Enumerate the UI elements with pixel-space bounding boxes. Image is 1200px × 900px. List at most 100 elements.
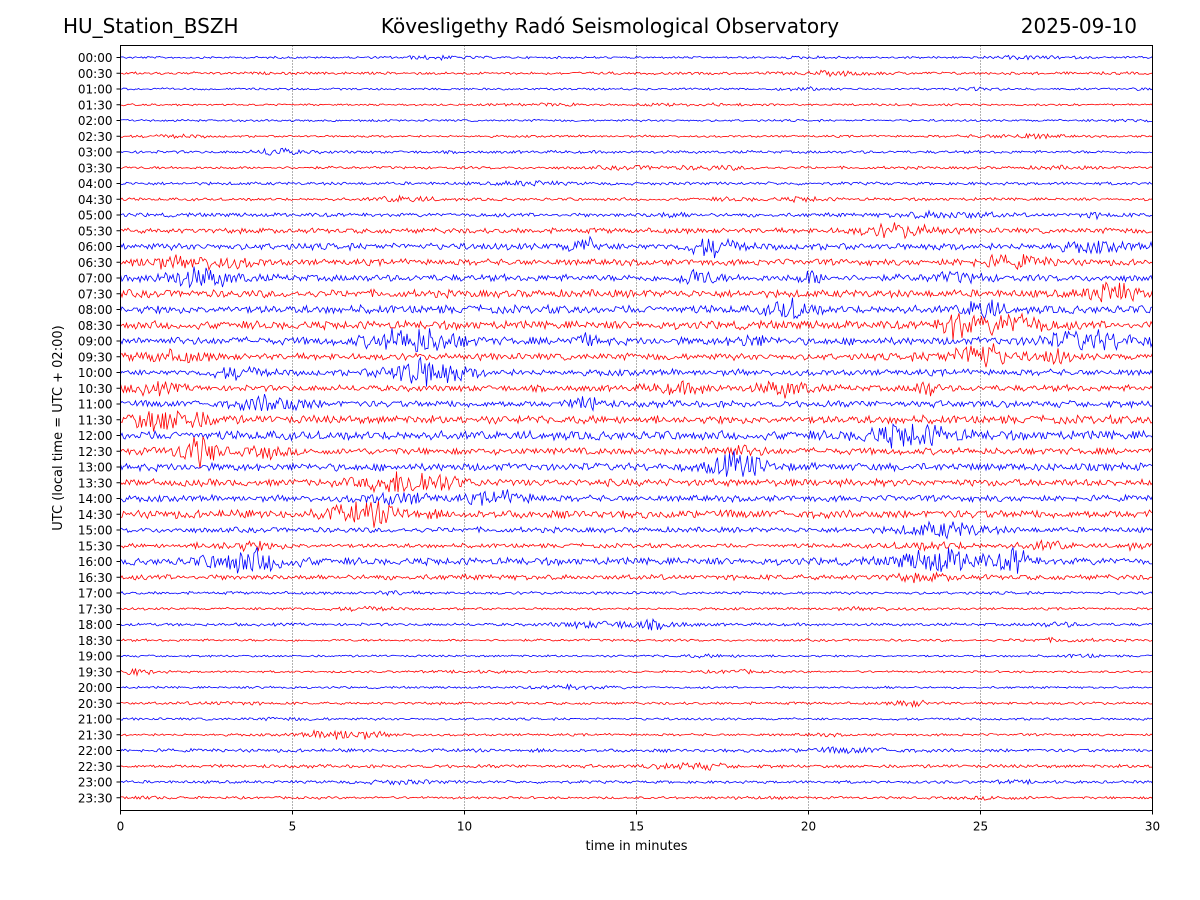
x-tick-label: 20 <box>801 820 816 834</box>
y-tick-label: 06:30 <box>78 256 113 270</box>
y-tick-label: 22:00 <box>78 744 113 758</box>
trace-1730 <box>120 605 1153 613</box>
trace-0700 <box>120 266 1153 289</box>
y-tick-label: 03:30 <box>78 161 113 175</box>
y-tick-label: 15:30 <box>78 539 113 553</box>
y-tick-label: 07:00 <box>78 272 113 286</box>
y-tick-label: 16:30 <box>78 571 113 585</box>
trace-0100 <box>120 86 1153 92</box>
y-tick-label: 23:00 <box>78 776 113 790</box>
trace-0600 <box>120 235 1153 259</box>
station-name: HU_Station_BSZH <box>63 14 239 38</box>
y-tick-label: 08:00 <box>78 303 113 317</box>
trace-0530 <box>120 222 1153 240</box>
y-tick-label: 13:00 <box>78 461 113 475</box>
trace-1600 <box>120 546 1153 574</box>
y-tick-label: 14:30 <box>78 508 113 522</box>
grid-lines <box>292 45 981 811</box>
trace-1400 <box>120 489 1153 507</box>
y-tick-label: 04:30 <box>78 193 113 207</box>
y-tick-label: 12:30 <box>78 445 113 459</box>
x-axis-ticks: 0 5 10 15 20 25 30 <box>117 810 1160 834</box>
y-tick-label: 04:00 <box>78 177 113 191</box>
trace-1830 <box>120 636 1153 644</box>
plot-frame <box>120 45 1153 811</box>
trace-0930 <box>120 343 1153 368</box>
y-tick-label: 13:30 <box>78 476 113 490</box>
trace-1630 <box>120 571 1153 584</box>
y-tick-label: 02:00 <box>78 114 113 128</box>
y-tick-label: 23:30 <box>78 791 113 805</box>
y-tick-label: 09:30 <box>78 350 113 364</box>
y-tick-label: 09:00 <box>78 335 113 349</box>
y-tick-label: 03:00 <box>78 146 113 160</box>
trace-0500 <box>120 209 1153 221</box>
x-tick-label: 15 <box>629 820 644 834</box>
x-tick-label: 30 <box>1145 820 1160 834</box>
trace-2330 <box>120 795 1153 801</box>
y-tick-label: 05:30 <box>78 224 113 238</box>
trace-1900 <box>120 653 1153 659</box>
x-tick-label: 5 <box>289 820 297 834</box>
trace-1430 <box>120 501 1153 528</box>
trace-2230 <box>120 761 1153 771</box>
y-tick-label: 22:30 <box>78 760 113 774</box>
y-tick-label: 18:00 <box>78 618 113 632</box>
trace-0730 <box>120 281 1153 303</box>
y-tick-label: 14:00 <box>78 492 113 506</box>
y-tick-label: 11:30 <box>78 413 113 427</box>
y-tick-label: 17:00 <box>78 587 113 601</box>
trace-2200 <box>120 746 1153 755</box>
observatory-title: Kövesligethy Radó Seismological Observat… <box>380 14 840 38</box>
y-tick-label: 21:00 <box>78 713 113 727</box>
y-tick-label: 18:30 <box>78 634 113 648</box>
y-tick-label: 19:00 <box>78 650 113 664</box>
trace-1930 <box>120 667 1153 677</box>
plot-date: 2025-09-10 <box>1020 14 1137 38</box>
y-tick-label: 06:00 <box>78 240 113 254</box>
trace-0300 <box>120 147 1153 156</box>
trace-1300 <box>120 450 1153 477</box>
y-tick-label: 15:00 <box>78 524 113 538</box>
y-tick-label: 10:30 <box>78 382 113 396</box>
y-tick-label: 11:00 <box>78 398 113 412</box>
trace-0800 <box>120 297 1153 321</box>
trace-0400 <box>120 179 1153 187</box>
y-tick-label: 19:30 <box>78 665 113 679</box>
y-tick-label: 08:30 <box>78 319 113 333</box>
trace-1130 <box>120 410 1153 432</box>
x-tick-label: 25 <box>973 820 988 834</box>
trace-1330 <box>120 471 1153 494</box>
trace-0900 <box>120 328 1153 352</box>
y-axis-label: UTC (local time = UTC + 02:00) <box>51 325 66 530</box>
x-axis-label: time in minutes <box>585 839 687 854</box>
y-tick-label: 21:30 <box>78 728 113 742</box>
trace-2300 <box>120 778 1153 786</box>
y-tick-label: 00:00 <box>78 51 113 65</box>
y-tick-label: 00:30 <box>78 67 113 81</box>
y-tick-label: 17:30 <box>78 602 113 616</box>
y-tick-label: 01:00 <box>78 83 113 97</box>
x-tick-label: 0 <box>117 820 125 834</box>
y-tick-label: 20:00 <box>78 681 113 695</box>
trace-0830 <box>120 312 1153 340</box>
y-tick-label: 05:00 <box>78 209 113 223</box>
y-tick-label: 01:30 <box>78 98 113 112</box>
trace-0130 <box>120 102 1153 107</box>
trace-1800 <box>120 618 1153 631</box>
trace-1030 <box>120 380 1153 399</box>
trace-1000 <box>120 356 1153 387</box>
trace-1500 <box>120 520 1153 540</box>
trace-0230 <box>120 132 1153 140</box>
trace-2100 <box>120 716 1153 722</box>
trace-1700 <box>120 590 1153 597</box>
y-tick-label: 07:30 <box>78 287 113 301</box>
trace-2130 <box>120 729 1153 740</box>
trace-0030 <box>120 69 1153 78</box>
y-tick-label: 12:00 <box>78 429 113 443</box>
y-tick-label: 10:00 <box>78 366 113 380</box>
y-tick-label: 16:00 <box>78 555 113 569</box>
x-tick-label: 10 <box>457 820 472 834</box>
